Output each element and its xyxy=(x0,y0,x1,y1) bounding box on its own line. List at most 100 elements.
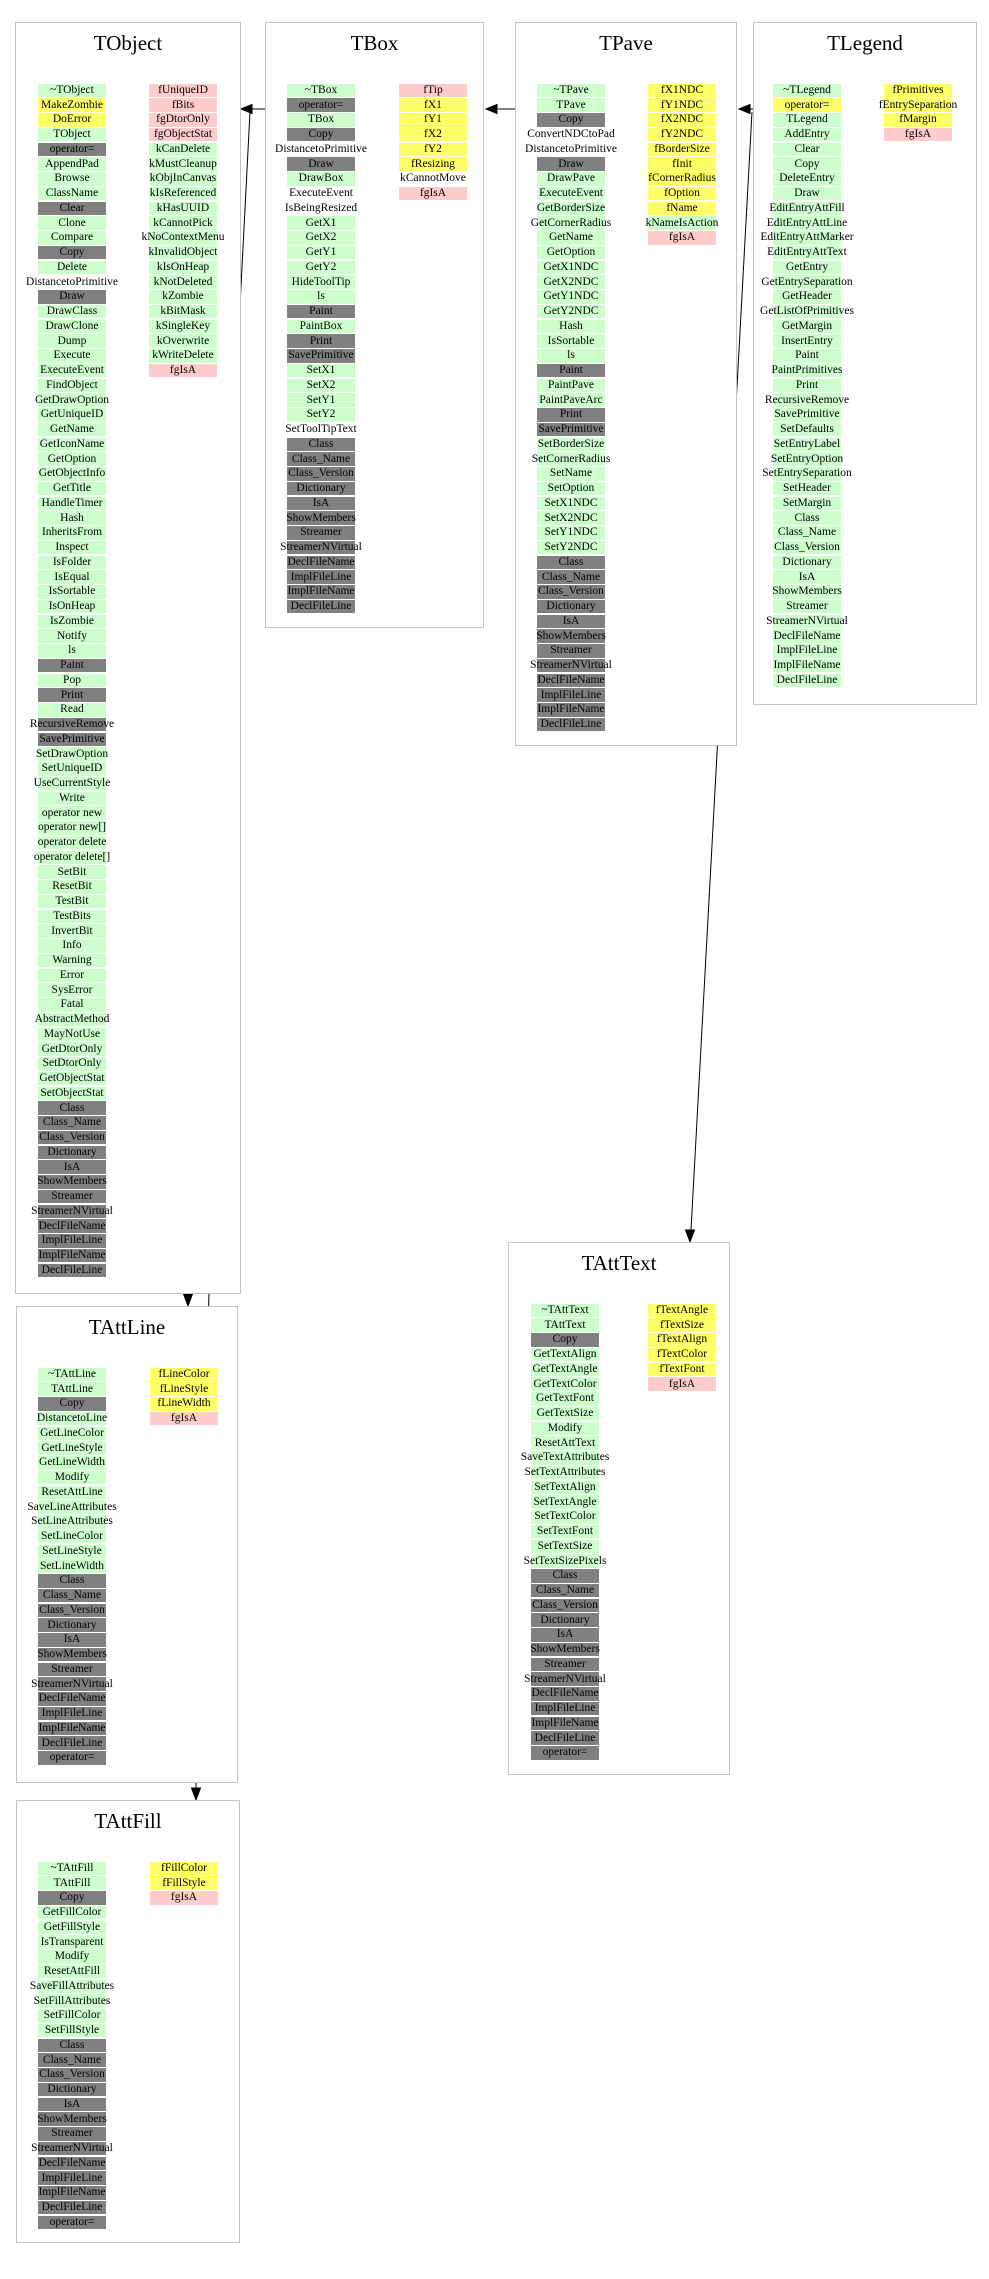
label: Error xyxy=(59,968,85,981)
label: AddEntry xyxy=(784,128,830,141)
method-getcornerradius: GetCornerRadius xyxy=(531,216,611,230)
label: SetObjectStat xyxy=(40,1086,104,1099)
label: ImplFileLine xyxy=(540,688,602,701)
method-settextalign: SetTextAlign xyxy=(531,1480,599,1495)
label: TestBits xyxy=(53,909,91,922)
method-classname: Class_Name xyxy=(773,526,841,540)
method-hidetooltip: HideToolTip xyxy=(287,275,355,289)
method-getlinewidth: GetLineWidth xyxy=(38,1456,106,1470)
member-fresizing: fResizing xyxy=(399,157,467,171)
method-implfilename: ImplFileName xyxy=(38,1721,106,1736)
label: Hash xyxy=(559,319,583,332)
method-getdrawoption: GetDrawOption xyxy=(35,393,109,407)
label: Notify xyxy=(56,629,88,642)
label: Modify xyxy=(547,1421,583,1434)
method-tobject: ~TObject xyxy=(38,83,106,98)
label: GetTextAngle xyxy=(532,1362,598,1375)
method-setheader: SetHeader xyxy=(773,481,841,496)
label: StreamerNVirtual xyxy=(280,541,362,554)
class-title-tbox[interactable]: TBox xyxy=(350,31,399,55)
method-saveprimitive: SavePrimitive xyxy=(537,422,605,437)
method-gety1ndc: GetY1NDC xyxy=(537,290,605,304)
label: Class_Name xyxy=(291,452,351,465)
method-streamer: Streamer xyxy=(531,1657,599,1672)
method-appendpad: AppendPad xyxy=(38,157,106,171)
label: DeclFileLine xyxy=(540,718,602,731)
class-title-tattfill[interactable]: TAttFill xyxy=(94,1809,162,1833)
label: TObject xyxy=(53,128,91,141)
member-kisonheap: kIsOnHeap xyxy=(149,260,217,275)
member-flinestyle: fLineStyle xyxy=(150,1382,218,1396)
method-gety2: GetY2 xyxy=(287,260,355,275)
label: fInit xyxy=(672,157,692,170)
method-setoption: SetOption xyxy=(537,481,605,496)
label: StreamerNVirtual xyxy=(31,2142,113,2155)
label: Fatal xyxy=(60,998,84,1011)
method-declfilename: DeclFileName xyxy=(531,1687,599,1701)
method-operatordelete: operator delete xyxy=(38,835,106,850)
class-box-tattfill: TAttFill ~TAttFill TAttFill Copy GetFillColo… xyxy=(16,1800,240,2243)
label: DeclFileName xyxy=(38,2156,106,2169)
method-draw: Draw xyxy=(537,157,605,171)
label: SetX1 xyxy=(306,364,336,377)
class-title-tlegend[interactable]: TLegend xyxy=(827,31,903,55)
label: DeclFileName xyxy=(38,1219,106,1232)
class-title-tobject[interactable]: TObject xyxy=(93,31,163,55)
class-title-tattline[interactable]: TAttLine xyxy=(88,1315,166,1339)
method-getx1: GetX1 xyxy=(287,216,355,230)
label: GetX2 xyxy=(305,231,337,244)
method-isfolder: IsFolder xyxy=(38,555,106,570)
method-read: Read xyxy=(38,703,106,717)
label: Paint xyxy=(795,349,819,362)
label: SetHeader xyxy=(783,482,831,495)
method-drawclone: DrawClone xyxy=(38,319,106,334)
label: ExecuteEvent xyxy=(539,187,603,200)
method-declfileline: DeclFileLine xyxy=(38,1736,106,1750)
label: SetTextAngle xyxy=(533,1495,597,1508)
label: RecursiveRemove xyxy=(29,718,115,731)
method-modify: Modify xyxy=(38,1950,106,1964)
method-showmembers: ShowMembers xyxy=(37,1647,107,1662)
class-title-tpave[interactable]: TPave xyxy=(599,31,653,55)
method-setbordersize: SetBorderSize xyxy=(537,437,605,452)
method-syserror: SysError xyxy=(38,983,106,997)
method-tbox: TBox xyxy=(287,113,355,127)
label: Class xyxy=(552,1569,578,1582)
method-draw: Draw xyxy=(38,290,106,304)
method-isa: IsA xyxy=(537,614,605,629)
method-sety1ndc: SetY1NDC xyxy=(537,526,605,540)
label: SetBorderSize xyxy=(537,437,605,450)
member-ksinglekey: kSingleKey xyxy=(149,319,217,334)
label: DeclFileLine xyxy=(776,673,838,686)
method-streamernvirtual: StreamerNVirtual xyxy=(31,1677,113,1691)
class-box-tbox: TBox ~TBox operator= TBox Copy DistancetoPrim… xyxy=(265,22,484,628)
method-getlinestyle: GetLineStyle xyxy=(38,1441,106,1455)
label: Hash xyxy=(60,511,84,524)
method-distancetoprimitive: DistancetoPrimitive xyxy=(275,143,367,157)
method-distancetoprimitive: DistancetoPrimitive xyxy=(26,275,118,289)
method-warning: Warning xyxy=(38,953,106,968)
label: fFillColor xyxy=(160,1861,207,1874)
label: Streamer xyxy=(544,1657,586,1670)
label: kInvalidObject xyxy=(148,246,218,259)
label: DeclFileName xyxy=(38,1692,106,1705)
method-iszombie: IsZombie xyxy=(38,614,106,629)
member-knameisaction: kNameIsAction xyxy=(646,216,718,230)
label: kBitMask xyxy=(160,305,206,318)
method-settextangle: SetTextAngle xyxy=(531,1495,599,1509)
label: Clone xyxy=(58,216,86,229)
label: StreamerNVirtual xyxy=(524,1672,606,1685)
member-fentryseparation: fEntrySeparation xyxy=(879,98,957,112)
class-box-tlegend: TLegend ~TLegend operator= TLegend AddEntry C… xyxy=(753,22,977,705)
method-implfileline: ImplFileLine xyxy=(38,2171,106,2185)
method-getname: GetName xyxy=(38,422,106,437)
method-gety2ndc: GetY2NDC xyxy=(537,304,605,319)
method-implfileline: ImplFileLine xyxy=(531,1701,599,1716)
method-streamer: Streamer xyxy=(773,599,841,614)
method-classversion: Class_Version xyxy=(773,540,841,555)
label: GetEntry xyxy=(785,260,829,273)
label: fgDtorOnly xyxy=(156,113,210,126)
label: Copy xyxy=(59,246,85,259)
class-title-tatttext[interactable]: TAttText xyxy=(581,1251,657,1275)
